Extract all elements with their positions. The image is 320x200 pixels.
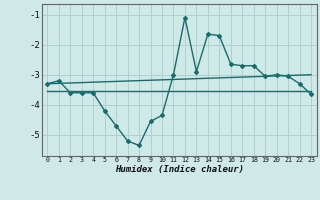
X-axis label: Humidex (Indice chaleur): Humidex (Indice chaleur) <box>115 165 244 174</box>
